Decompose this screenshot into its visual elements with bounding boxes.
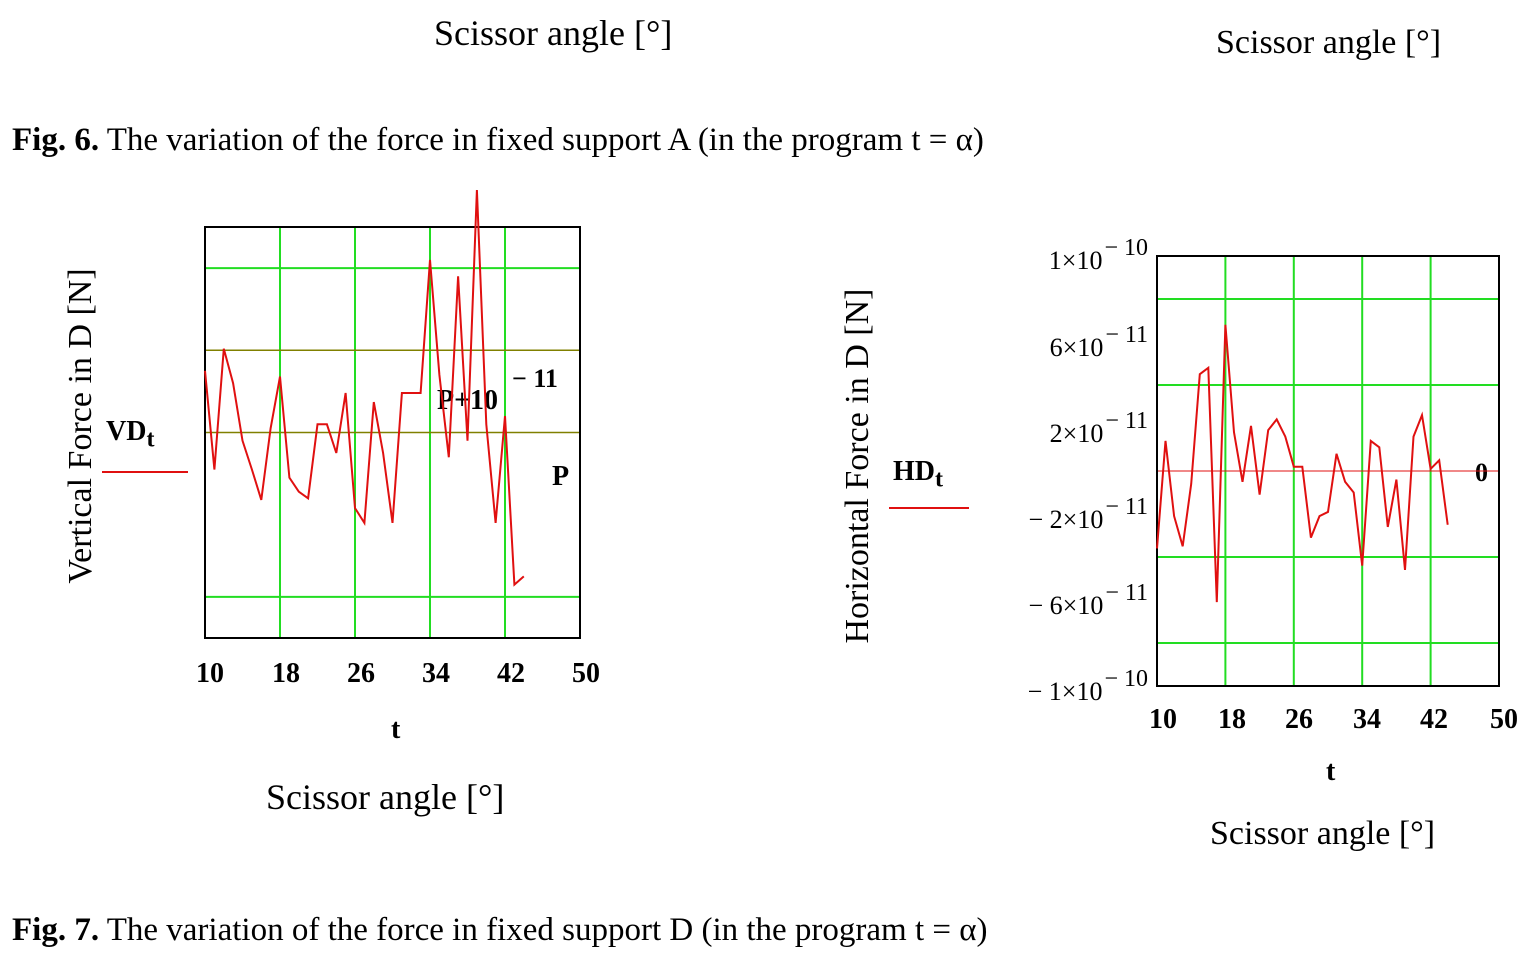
chart1-xlabel: t	[391, 714, 401, 745]
chart1-xtick: 42	[497, 658, 525, 689]
chart2-ytick-exponent: − 11	[1105, 494, 1148, 520]
chart1-frame	[204, 226, 581, 639]
chart2-ytick-mantissa: 2×10	[1049, 419, 1104, 448]
chart2-ytick-mantissa: − 6×10	[1028, 591, 1104, 620]
chart2-ytick-exponent: − 10	[1104, 235, 1148, 261]
top-right-xcaption: Scissor angle [°]	[1216, 24, 1442, 61]
chart2-legend-sub: t	[935, 466, 943, 493]
chart2-ytick-mantissa: − 1×10	[1027, 677, 1103, 706]
chart1-legend-label: VDt	[106, 416, 154, 454]
chart1-legend-sub: t	[146, 426, 155, 453]
chart2-ytick-exponent: − 10	[1104, 666, 1148, 692]
chart2-xtick: 50	[1490, 704, 1518, 735]
chart2-xcaption: Scissor angle [°]	[1210, 815, 1436, 852]
chart1-marker-upper-sup: − 11	[512, 364, 558, 393]
chart2-ytick-mantissa: 6×10	[1049, 333, 1104, 362]
chart2-legend-label: HDt	[893, 456, 943, 494]
chart2-ytick-exponent: − 11	[1105, 580, 1148, 606]
chart2-ytick: − 1×10− 10	[1028, 666, 1148, 707]
chart2-marker-label-zero: 0	[1475, 458, 1488, 487]
chart1-marker-label-upper: P+10	[437, 385, 498, 417]
chart1-marker-upper-text: P+10	[437, 385, 499, 416]
chart2-frame	[1156, 255, 1500, 687]
chart1-xtick: 50	[572, 658, 600, 689]
chart2-ytick: 1×10− 10	[1049, 235, 1148, 276]
chart2-ytick: 2×10− 11	[1050, 408, 1148, 449]
chart2-plot	[889, 255, 1500, 687]
chart2-xtick: 42	[1420, 704, 1448, 735]
chart2-xtick: 10	[1149, 704, 1177, 735]
chart2-ytick-mantissa: 1×10	[1048, 246, 1103, 275]
fig7-caption-label: Fig. 7.	[12, 912, 100, 948]
chart1-xtick: 18	[272, 658, 300, 689]
chart2-ytick: − 2×10− 11	[1029, 494, 1148, 535]
chart1-xcaption: Scissor angle [°]	[266, 777, 505, 817]
chart2-ytick: 6×10− 11	[1050, 322, 1148, 363]
chart1-xtick: 34	[422, 658, 450, 689]
fig7-caption-text: The variation of the force in fixed supp…	[99, 912, 988, 948]
chart1-legend-base: VD	[106, 416, 147, 447]
fig6-caption-label: Fig. 6.	[12, 122, 100, 158]
chart1-plot	[102, 189, 581, 639]
chart2-xtick: 34	[1353, 704, 1381, 735]
chart1-xtick: 10	[196, 658, 224, 689]
chart2-ytick-exponent: − 11	[1105, 322, 1148, 348]
chart2-xlabel: t	[1326, 756, 1336, 787]
chart1-marker-label-p: P	[552, 461, 570, 492]
chart2-legend-base: HD	[893, 456, 935, 487]
chart2-xtick: 18	[1218, 704, 1246, 735]
chart2-ytick: − 6×10− 11	[1029, 580, 1148, 621]
chart1-xtick: 26	[347, 658, 375, 689]
fig7-caption: Fig. 7. The variation of the force in fi…	[12, 912, 988, 949]
chart2-ytick-exponent: − 11	[1105, 408, 1148, 434]
chart2-ytick-mantissa: − 2×10	[1028, 505, 1104, 534]
top-left-xcaption: Scissor angle [°]	[434, 13, 673, 53]
chart2-xtick: 26	[1285, 704, 1313, 735]
fig6-caption-text: The variation of the force in fixed supp…	[99, 122, 984, 158]
chart2-series-line	[1156, 324, 1449, 603]
fig6-caption: Fig. 6. The variation of the force in fi…	[12, 122, 984, 159]
chart1-series-line	[204, 189, 525, 587]
